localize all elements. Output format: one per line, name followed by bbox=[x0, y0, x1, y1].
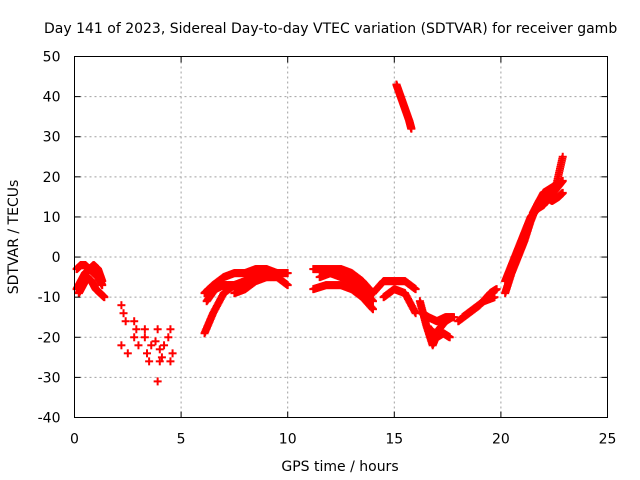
x-tick-label: 5 bbox=[177, 432, 186, 448]
y-tick-label: -40 bbox=[38, 411, 61, 427]
y-tick-label: 50 bbox=[43, 50, 61, 66]
data-point bbox=[151, 337, 160, 346]
y-tick-labels: -40 -30 -20 -10 0 10 20 30 40 50 bbox=[38, 50, 61, 427]
axis-ticks bbox=[74, 56, 608, 418]
data-point bbox=[558, 176, 567, 185]
plot-frame bbox=[74, 56, 608, 418]
x-tick-label: 20 bbox=[492, 432, 510, 448]
data-point bbox=[160, 341, 169, 350]
data-point bbox=[98, 281, 107, 290]
data-point bbox=[132, 325, 141, 334]
data-point bbox=[157, 353, 166, 362]
data-point bbox=[142, 349, 151, 358]
data-point bbox=[100, 293, 109, 302]
x-tick-labels: 0 5 10 15 20 25 bbox=[70, 432, 616, 448]
data-point bbox=[492, 285, 501, 294]
data-point bbox=[407, 124, 416, 133]
data-point bbox=[117, 341, 126, 350]
data-point bbox=[121, 317, 130, 326]
data-point bbox=[445, 333, 454, 342]
x-tick-label: 10 bbox=[279, 432, 297, 448]
data-point bbox=[130, 333, 139, 342]
data-point bbox=[155, 357, 164, 366]
y-tick-label: 40 bbox=[43, 90, 61, 106]
data-point bbox=[411, 285, 420, 294]
data-point bbox=[558, 152, 567, 161]
data-point bbox=[283, 281, 292, 290]
y-tick-label: -10 bbox=[38, 290, 61, 306]
y-tick-label: 30 bbox=[43, 130, 61, 146]
y-tick-label: -20 bbox=[38, 330, 61, 346]
data-points bbox=[72, 80, 567, 386]
y-tick-label: 0 bbox=[52, 250, 61, 266]
data-point bbox=[147, 341, 156, 350]
data-point bbox=[490, 293, 499, 302]
data-point bbox=[119, 309, 128, 318]
chart-title: Day 141 of 2023, Sidereal Day-to-day VTE… bbox=[44, 21, 617, 37]
x-tick-label: 25 bbox=[599, 432, 617, 448]
y-tick-label: -30 bbox=[38, 370, 61, 386]
data-point bbox=[130, 317, 139, 326]
x-axis-label: GPS time / hours bbox=[281, 459, 398, 475]
data-point bbox=[449, 313, 458, 322]
data-point bbox=[558, 188, 567, 197]
data-point bbox=[117, 301, 126, 310]
data-point bbox=[166, 325, 175, 334]
x-tick-label: 0 bbox=[70, 432, 79, 448]
data-point bbox=[140, 325, 149, 334]
grid bbox=[74, 56, 608, 418]
data-point bbox=[123, 349, 132, 358]
data-point bbox=[168, 349, 177, 358]
data-point bbox=[153, 325, 162, 334]
data-point bbox=[368, 297, 377, 306]
data-point bbox=[155, 345, 164, 354]
x-tick-label: 15 bbox=[385, 432, 403, 448]
y-tick-label: 10 bbox=[43, 210, 61, 226]
data-point bbox=[164, 333, 173, 342]
data-point bbox=[166, 357, 175, 366]
data-point bbox=[145, 357, 154, 366]
y-axis-label: SDTVAR / TECUs bbox=[6, 180, 22, 295]
data-point bbox=[368, 305, 377, 314]
data-point bbox=[140, 333, 149, 342]
y-tick-label: 20 bbox=[43, 170, 61, 186]
data-point bbox=[153, 377, 162, 386]
data-point bbox=[283, 269, 292, 278]
data-point bbox=[134, 341, 143, 350]
